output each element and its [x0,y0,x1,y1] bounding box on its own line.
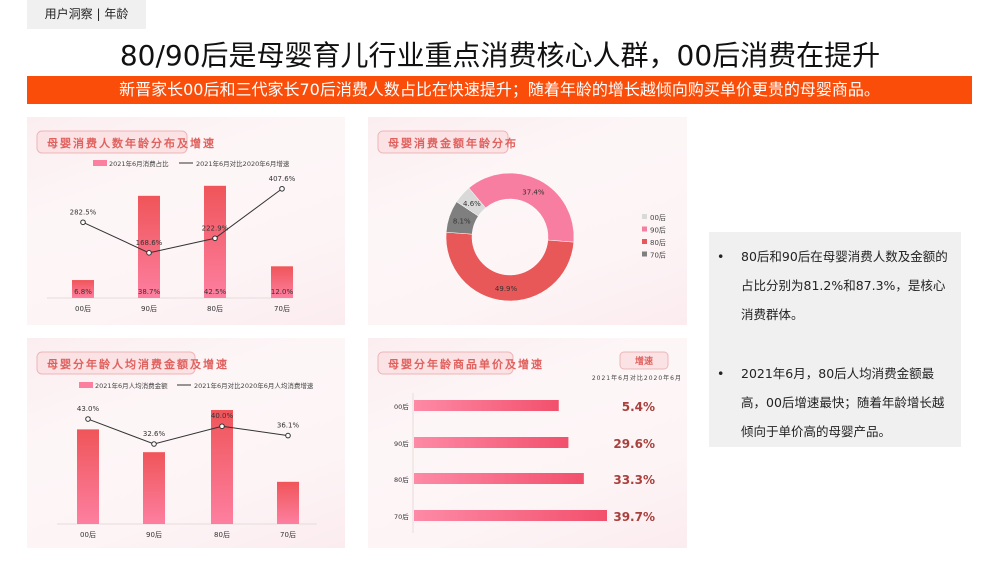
legend-label: 00后 [650,213,666,222]
bar [77,429,99,524]
line-point [85,416,91,422]
bar [143,452,165,524]
line-point [279,185,285,192]
legend-swatch [642,214,647,219]
growth-subheader: 2021年6月对比2020年6月 [592,374,682,382]
y-tick-label: 90后 [394,439,409,448]
legend-swatch [642,251,647,257]
bar [72,280,94,298]
x-tick-label: 00后 [75,304,91,313]
line-label: 282.5% [70,208,97,216]
growth-line [87,418,289,445]
y-tick-label: 80后 [394,475,409,484]
donut-slice [456,187,486,217]
chart-title-box [377,130,509,154]
line-point [80,219,86,226]
line-label: 32.6% [143,430,166,438]
y-tick-label: 00后 [394,402,409,411]
line-point [212,235,218,242]
legend-label: 2021年6月对比2020年6月人均消费增速 [194,381,314,390]
bar [414,437,569,448]
insight-text: 2021年6月，80后人均消费金额最高，00后增速最快；随着年龄增长越倾向于单价… [741,366,945,439]
line-point [285,432,291,439]
bullet: • [717,249,725,264]
bar [414,473,584,484]
growth-header: 增速 [635,355,653,367]
line-label: 407.6% [269,175,296,183]
line-label: 168.6% [136,239,163,247]
line-point [151,441,157,447]
section-tag: 用户洞察 | 年龄 [27,0,146,29]
legend-label: 80后 [650,238,666,247]
chart-spend-share-by-age: 母婴消费金额年龄分布 37.4% 49.9% 8.1% 4.6% 00后 90后 80后 70后 [368,117,687,325]
growth-value: 29.6% [613,437,655,451]
legend-label: 2021年6月对比2020年6月增速 [196,159,290,168]
bar [138,195,160,298]
legend-label: 70后 [650,251,666,260]
legend-swatch-bar [93,160,107,166]
insight-text: 80后和90后在母婴消费人数及金额的占比分别为81.2%和87.3%，是核心消费… [741,249,948,322]
chart-users-by-age: 母婴消费人数年龄分布及增速 2021年6月消费占比 2021年6月对比2020年6月… [27,117,345,325]
legend-label: 2021年6月人均消费金额 [95,381,168,390]
bar [271,266,293,298]
growth-line [82,188,283,254]
x-tick-label: 80后 [207,304,223,313]
chart-unit-price-by-age: 母婴分年龄商品单价及增速 增速 2021年6月对比2020年6月 00后 5.4% 90后… [368,338,687,548]
line-label: 40.0% [211,412,234,420]
x-tick-label: 90后 [141,304,157,313]
slice-label: 37.4% [522,189,545,197]
line-point [146,250,152,256]
chart-title: 母婴消费人数年龄分布及增速 [47,136,216,150]
slice-label: 8.1% [453,218,471,226]
legend-swatch [642,226,647,232]
bullet: • [717,366,725,381]
legend-swatch-bar [79,382,93,388]
x-tick-label: 80后 [214,530,230,539]
page-title: 80/90后是母婴育儿行业重点消费核心人群，00后消费在提升 [119,39,881,72]
chart-title: 母婴分年龄商品单价及增速 [388,357,544,371]
line-point [219,423,225,430]
chart-title: 母婴分年龄人均消费金额及增速 [47,357,229,371]
summary-banner: 新晋家长00后和三代家长70后消费人数占比在快速提升；随着年龄的增长越倾向购买单… [27,76,972,104]
bar [414,400,559,411]
chart-title-box [377,351,514,375]
x-tick-label: 70后 [280,530,296,539]
donut-slice [445,231,575,302]
growth-value: 39.7% [613,510,655,524]
chart-avg-spend-by-age: 母婴分年龄人均消费金额及增速 2021年6月人均消费金额 2021年6月对比2020… [27,338,345,548]
slice-label: 49.9% [495,285,518,293]
chart-title-box [36,130,188,154]
line-label: 222.9% [202,224,229,232]
bar-label: 6.8% [74,288,92,296]
growth-value: 33.3% [613,473,655,487]
growth-value: 5.4% [622,400,655,414]
legend-label: 90后 [650,226,666,235]
growth-header-box [619,351,669,370]
bar-label: 38.7% [138,288,161,296]
line-label: 36.1% [277,422,300,430]
x-tick-label: 90后 [146,530,162,539]
insights-box: • 80后和90后在母婴消费人数及金额的占比分别为81.2%和87.3%，是核心… [709,232,961,447]
legend-swatch [642,239,647,244]
bar [204,185,226,298]
chart-title-box [36,351,196,375]
y-tick-label: 70后 [394,512,409,521]
slice-label: 4.6% [463,200,481,208]
chart-title: 母婴消费金额年龄分布 [388,136,518,150]
bar [277,481,299,524]
line-label: 43.0% [77,405,100,413]
bar [211,410,233,524]
bar-label: 12.0% [271,288,294,296]
x-tick-label: 00后 [80,530,96,539]
x-tick-label: 70后 [274,304,290,313]
donut-slice [468,172,575,243]
legend-label: 2021年6月消费占比 [109,159,169,168]
bar [414,510,607,521]
bar-label: 42.5% [204,288,227,296]
